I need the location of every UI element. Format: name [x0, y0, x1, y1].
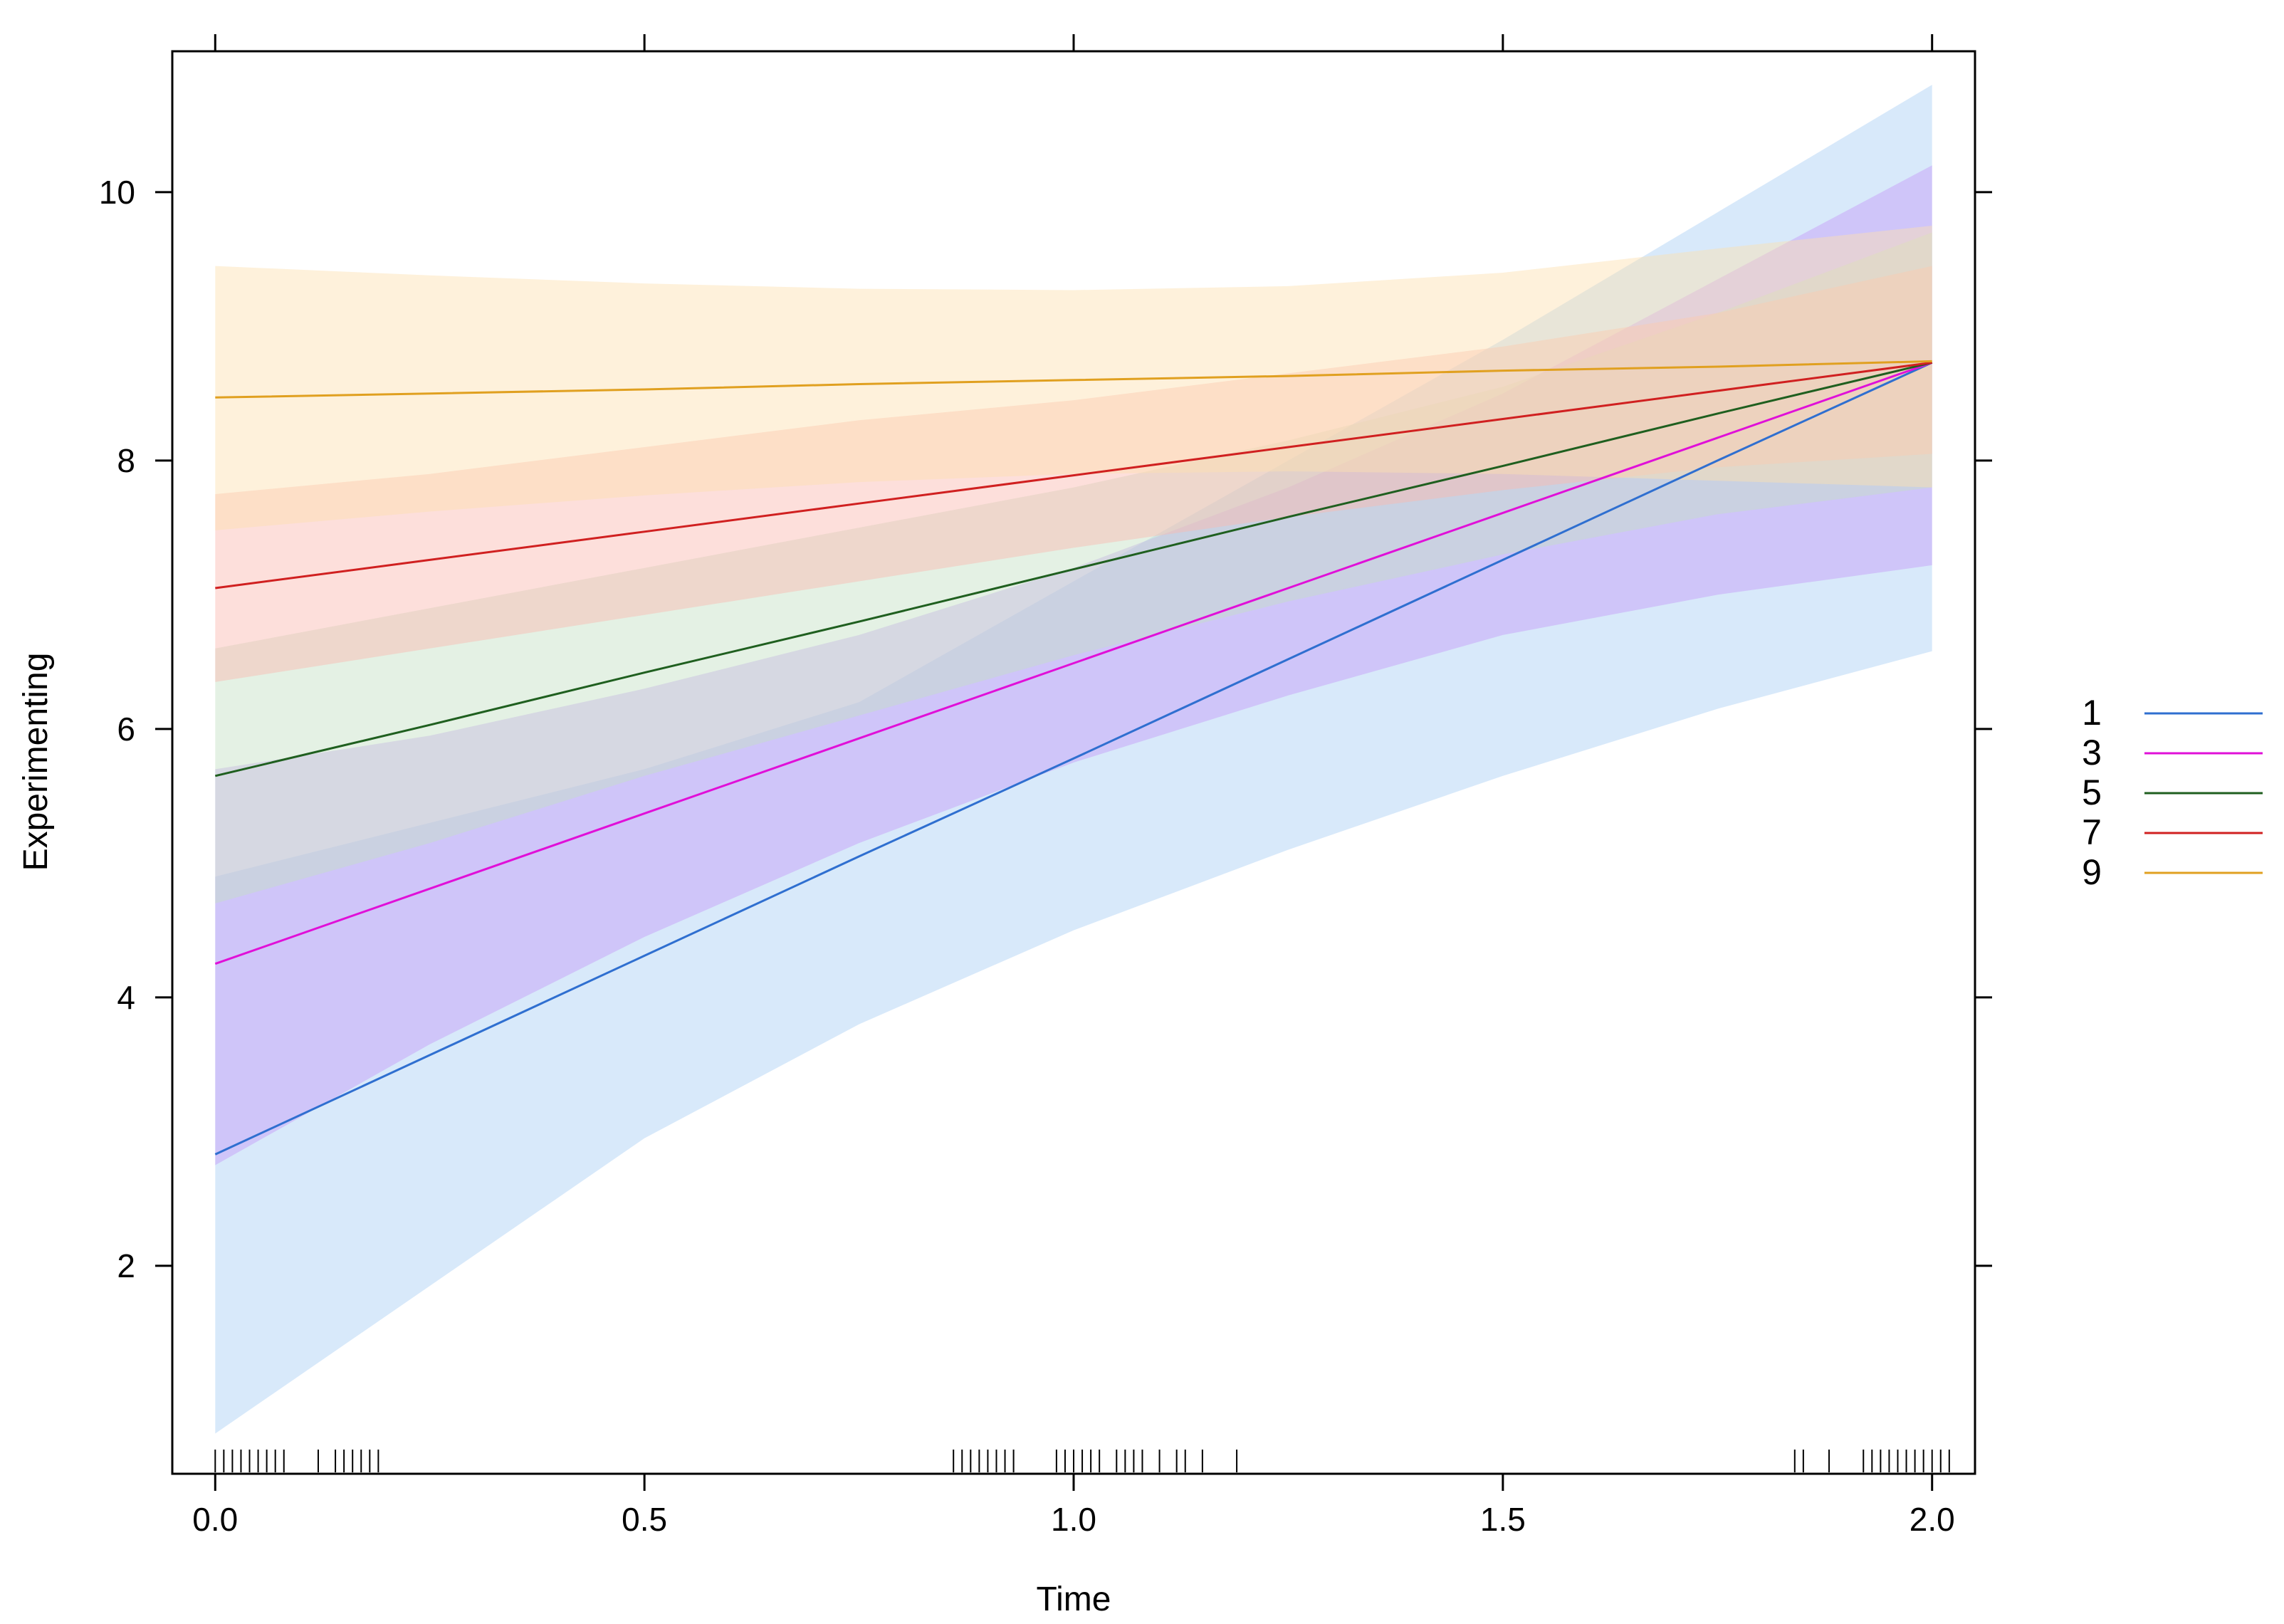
- legend-label-3: 3: [2082, 733, 2102, 772]
- band-series-9: [215, 226, 1932, 530]
- legend-label-9: 9: [2082, 852, 2102, 892]
- y-tick-label: 8: [117, 442, 135, 479]
- x-tick-label: 1.5: [1480, 1501, 1526, 1538]
- y-tick-label: 4: [117, 979, 135, 1016]
- line-series-5: [214, 361, 1933, 777]
- line-series-1: [214, 361, 1933, 1156]
- y-axis-title: Experimenting: [17, 653, 55, 871]
- legend-label-5: 5: [2082, 772, 2102, 812]
- y-tick-label: 10: [99, 174, 135, 211]
- fit-lines: [214, 360, 1933, 1156]
- y-tick-label: 2: [117, 1247, 135, 1284]
- legend-label-1: 1: [2082, 693, 2102, 733]
- x-tick-label: 1.0: [1051, 1501, 1096, 1538]
- band-series-5: [215, 232, 1932, 903]
- x-axis: 0.0 0.5 1.0 1.5 2.0: [192, 34, 1955, 1538]
- line-series-7: [215, 361, 1932, 590]
- x-tick-label: 2.0: [1910, 1501, 1955, 1538]
- line-series-3: [214, 361, 1933, 965]
- band-series-3: [215, 165, 1932, 1165]
- line-series-9: [215, 360, 1932, 399]
- rug-marks: [214, 1450, 1950, 1472]
- x-axis-title: Time: [1037, 1581, 1111, 1618]
- y-axis: 2 4 6 8 10: [99, 174, 1992, 1284]
- x-tick-label: 0.5: [622, 1501, 667, 1538]
- legend-label-7: 7: [2082, 812, 2102, 852]
- x-tick-label: 0.0: [192, 1501, 238, 1538]
- y-tick-label: 6: [117, 711, 135, 748]
